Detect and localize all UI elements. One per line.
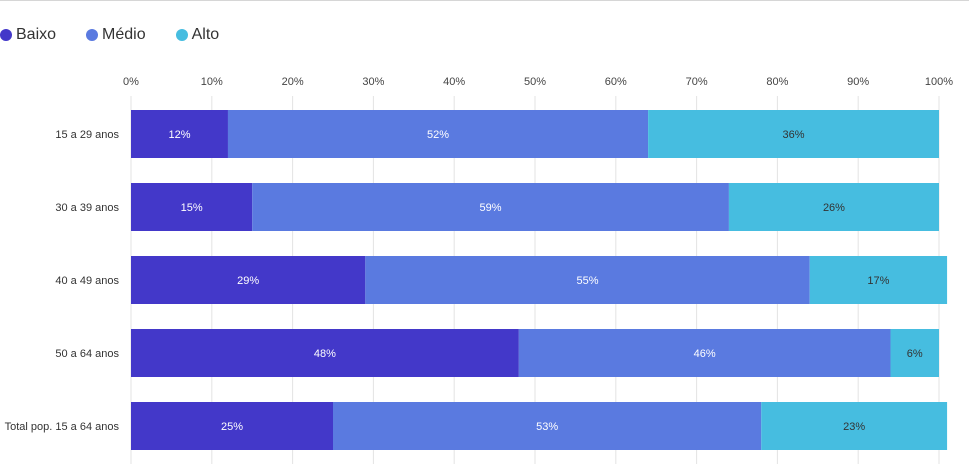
- data-label: 59%: [480, 202, 502, 214]
- x-tick-label: 90%: [847, 76, 869, 88]
- data-label: 52%: [427, 129, 449, 141]
- legend-label-baixo: Baixo: [16, 26, 57, 43]
- category-label: 15 a 29 anos: [55, 129, 119, 141]
- bar-segment: [131, 110, 228, 158]
- top-divider: [0, 0, 969, 1]
- bar-segment: [131, 256, 366, 304]
- data-label: 48%: [314, 348, 336, 360]
- data-label: 23%: [843, 421, 865, 433]
- bar-segment: [728, 183, 939, 231]
- x-tick-label: 40%: [443, 76, 465, 88]
- data-label: 55%: [577, 275, 599, 287]
- data-label: 15%: [181, 202, 203, 214]
- x-tick-label: 50%: [524, 76, 546, 88]
- x-tick-label: 70%: [686, 76, 708, 88]
- x-tick-label: 100%: [925, 76, 953, 88]
- legend-item-alto[interactable]: Alto: [175, 26, 220, 44]
- category-label: 50 a 64 anos: [55, 348, 119, 360]
- data-label: 26%: [823, 202, 845, 214]
- legend-swatch-alto: [175, 29, 188, 41]
- bar-segment: [131, 329, 519, 377]
- data-label: 25%: [221, 421, 243, 433]
- x-tick-label: 60%: [605, 76, 627, 88]
- bar-segment: [761, 402, 948, 450]
- category-label: Total pop. 15 a 64 anos: [5, 421, 120, 433]
- x-tick-label: 30%: [362, 76, 384, 88]
- bar-segment: [333, 402, 762, 450]
- data-label: 6%: [907, 348, 923, 360]
- x-tick-label: 10%: [201, 76, 223, 88]
- legend-swatch-baixo: [0, 29, 12, 41]
- legend-item-baixo[interactable]: Baixo: [0, 26, 56, 44]
- bar-segment: [365, 256, 810, 304]
- category-label: 30 a 39 anos: [55, 202, 119, 214]
- data-label: 12%: [168, 129, 190, 141]
- legend-label-alto: Alto: [191, 26, 220, 43]
- x-tick-label: 20%: [282, 76, 304, 88]
- x-tick-label: 80%: [766, 76, 788, 88]
- bar-segment: [252, 183, 729, 231]
- data-label: 29%: [237, 275, 259, 287]
- bar-segment: [890, 329, 939, 377]
- category-label: 40 a 49 anos: [55, 275, 119, 287]
- bar-segment: [227, 110, 649, 158]
- bar-segment: [648, 110, 939, 158]
- bar-segment: [131, 183, 253, 231]
- data-label: 17%: [867, 275, 889, 287]
- chart-legend: Baixo Médio Alto: [0, 24, 219, 46]
- data-label: 53%: [536, 421, 558, 433]
- x-tick-label: 0%: [123, 76, 139, 88]
- data-label: 36%: [783, 129, 805, 141]
- data-label: 46%: [694, 348, 716, 360]
- bar-segment: [809, 256, 948, 304]
- bar-segment: [518, 329, 891, 377]
- legend-swatch-medio: [86, 29, 99, 41]
- bar-segment: [131, 402, 333, 450]
- legend-label-medio: Médio: [102, 26, 146, 43]
- legend-item-medio[interactable]: Médio: [86, 26, 146, 44]
